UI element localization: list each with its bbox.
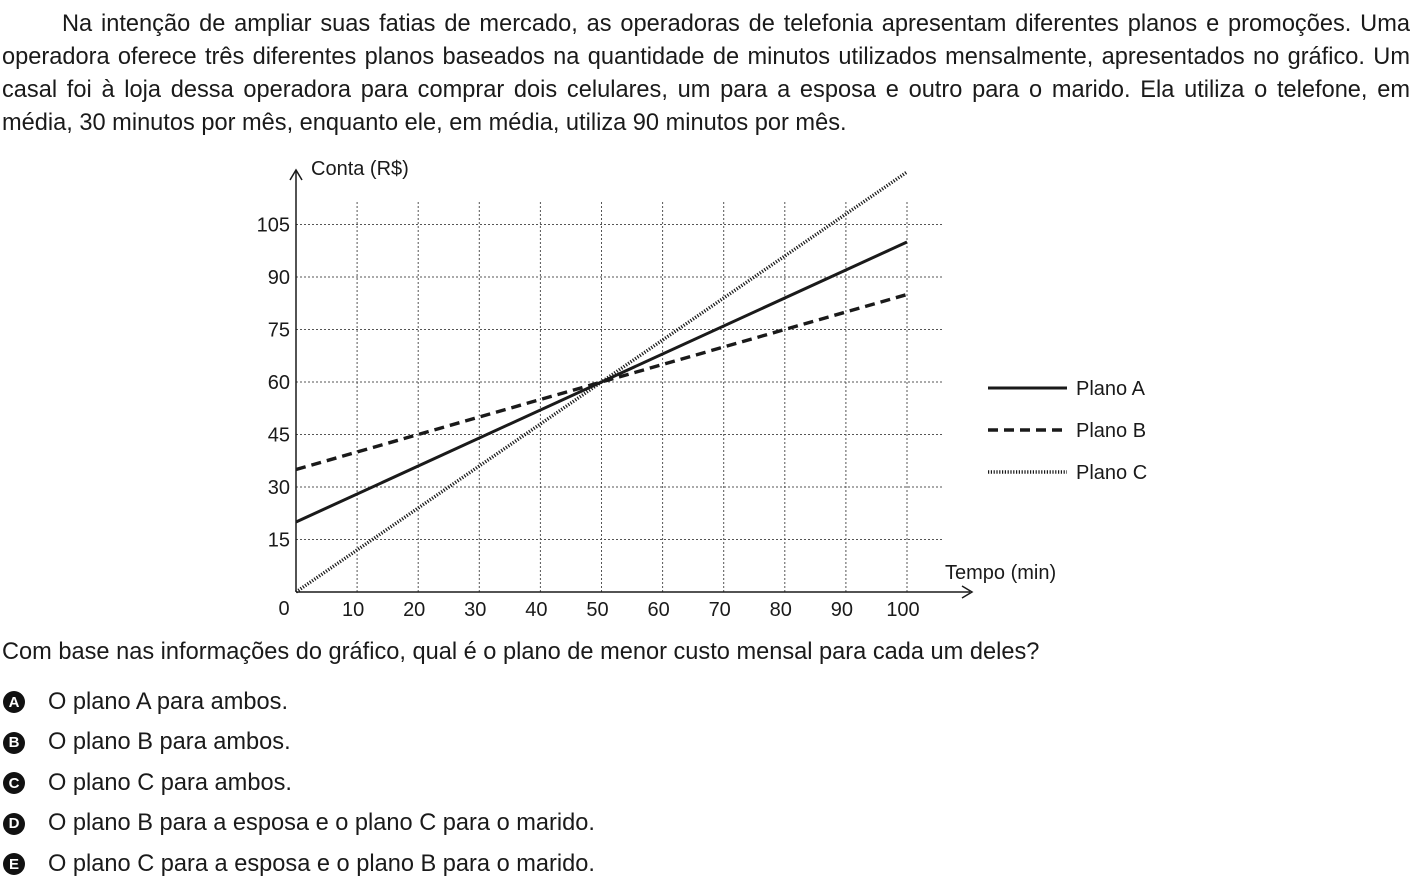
option-d[interactable]: D O plano B para a esposa e o plano C pa… xyxy=(0,804,595,845)
y-tick-label: 60 xyxy=(268,372,290,394)
chart-axes: Conta (R$) Tempo (min) 0 xyxy=(278,158,1056,620)
x-tick-label: 30 xyxy=(464,599,486,621)
legend-label: Plano A xyxy=(1076,378,1146,400)
y-tick-label: 105 xyxy=(257,215,290,237)
option-letter-badge: E xyxy=(3,853,25,876)
origin-label: 0 xyxy=(278,598,289,620)
x-tick-label: 40 xyxy=(525,599,547,621)
x-axis-arrow xyxy=(961,585,974,599)
option-c[interactable]: C O plano C para ambos. xyxy=(0,763,595,804)
option-letter-badge: B xyxy=(3,731,25,754)
y-axis-label: Conta (R$) xyxy=(311,158,409,180)
chart-ticks: 10 20 30 40 50 60 70 80 90 100 15 30 45 60 75 90 105 xyxy=(257,215,920,622)
x-tick-label: 50 xyxy=(586,599,608,621)
y-tick-label: 90 xyxy=(268,267,290,289)
option-text: O plano B para a esposa e o plano C para… xyxy=(48,810,595,837)
x-tick-label: 20 xyxy=(403,599,425,621)
question-intro: Na intenção de ampliar suas fatias de me… xyxy=(2,11,1410,136)
y-tick-label: 75 xyxy=(268,320,290,342)
y-tick-label: 45 xyxy=(268,425,290,447)
option-text: O plano B para ambos. xyxy=(48,729,291,756)
option-e[interactable]: E O plano C para a esposa e o plano B pa… xyxy=(0,844,595,885)
option-b[interactable]: B O plano B para ambos. xyxy=(0,723,595,764)
option-text: O plano C para a esposa e o plano B para… xyxy=(48,850,595,877)
chart-legend: Plano A Plano B Plano C xyxy=(988,378,1147,484)
legend-label: Plano C xyxy=(1076,462,1147,484)
y-tick-label: 30 xyxy=(268,477,290,499)
x-tick-label: 70 xyxy=(709,599,731,621)
option-letter-badge: A xyxy=(3,691,25,714)
option-letter-badge: D xyxy=(3,812,25,835)
x-tick-label: 100 xyxy=(886,599,919,621)
question-prompt: Com base nas informações do gráfico, qua… xyxy=(2,639,1040,665)
y-tick-label: 15 xyxy=(268,530,290,552)
answer-options: A O plano A para ambos. B O plano B para… xyxy=(0,682,595,885)
x-tick-label: 90 xyxy=(831,599,853,621)
x-tick-label: 60 xyxy=(647,599,669,621)
x-axis-label: Tempo (min) xyxy=(945,562,1056,584)
x-tick-label: 10 xyxy=(342,599,364,621)
chart-series xyxy=(295,170,908,594)
option-a[interactable]: A O plano A para ambos. xyxy=(0,682,595,723)
option-text: O plano A para ambos. xyxy=(48,688,289,715)
line-chart: Conta (R$) Tempo (min) 0 10 20 30 40 50 60 70 8… xyxy=(257,158,1148,622)
option-letter-badge: C xyxy=(3,772,25,795)
series-line-plano-c xyxy=(295,170,908,594)
y-axis-arrow xyxy=(289,168,303,181)
chart-grid xyxy=(296,202,942,592)
option-text: O plano C para ambos. xyxy=(48,769,292,796)
x-tick-label: 80 xyxy=(770,599,792,621)
legend-label: Plano B xyxy=(1076,420,1146,442)
series-line-plano-b xyxy=(295,292,908,472)
